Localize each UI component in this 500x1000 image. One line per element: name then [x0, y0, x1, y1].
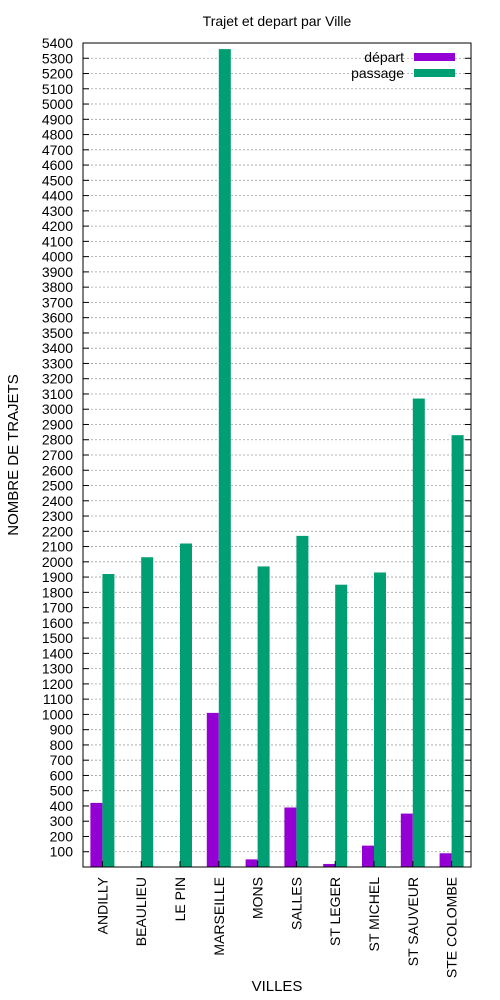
legend-swatch [414, 53, 455, 61]
y-tick-label: 3600 [42, 310, 73, 326]
y-tick-label: 200 [50, 828, 74, 844]
y-tick-label: 3500 [42, 325, 73, 341]
x-tick-label: MONS [250, 877, 266, 919]
y-tick-label: 1300 [42, 661, 73, 677]
legend-label: passage [351, 65, 404, 81]
y-tick-label: 100 [50, 844, 74, 860]
y-tick-label: 2300 [42, 508, 73, 524]
y-tick-label: 4000 [42, 249, 73, 265]
y-tick-label: 4800 [42, 127, 73, 143]
bar-depart [400, 813, 413, 867]
y-tick-label: 4300 [42, 203, 73, 219]
bar-depart [206, 712, 219, 867]
y-tick-label: 1200 [42, 676, 73, 692]
bar-depart [362, 845, 374, 867]
y-tick-label: 1000 [42, 706, 73, 722]
y-tick-label: 900 [50, 722, 74, 738]
y-tick-label: 3100 [42, 386, 73, 402]
y-tick-label: 2100 [42, 539, 73, 555]
chart-title: Trajet et depart par Ville [203, 13, 352, 29]
x-axis-ticks: ANDILLY BEAULIEU LE PIN MARSEILLE MONS SALLES… [94, 861, 460, 978]
plot-frame [82, 42, 472, 868]
y-tick-label: 5200 [42, 66, 73, 82]
bar-passage [102, 574, 115, 867]
y-tick-label: 2200 [42, 523, 73, 539]
bar-passage [218, 49, 231, 868]
bar-passage [180, 543, 192, 867]
grid-lines [83, 42, 471, 853]
x-axis-title: VILLES [252, 978, 303, 995]
legend-swatch [414, 69, 455, 77]
bar-depart [245, 859, 258, 867]
y-tick-label: 4100 [42, 233, 73, 249]
y-tick-label: 5400 [42, 35, 73, 51]
y-axis-ticks: 1002003004005006007008009001000110012001… [42, 35, 471, 860]
x-tick-label: SALLES [288, 877, 304, 930]
x-tick-label: ST LEGER [327, 877, 343, 946]
y-tick-label: 2400 [42, 493, 73, 509]
y-tick-label: 1700 [42, 600, 73, 616]
y-tick-label: 2700 [42, 447, 73, 463]
y-tick-label: 5300 [42, 50, 73, 66]
y-tick-label: 4400 [42, 188, 73, 204]
bar-depart [284, 807, 297, 867]
x-tick-label: ST SAUVEUR [405, 877, 421, 966]
y-axis-title: NOMBRE DE TRAJETS [5, 374, 22, 535]
y-tick-label: 500 [50, 783, 74, 799]
bar-passage [451, 435, 464, 867]
legend-label: départ [364, 49, 404, 65]
bar-passage [257, 566, 270, 867]
bars [90, 49, 464, 868]
bar-depart [90, 802, 103, 867]
y-tick-label: 3900 [42, 264, 73, 280]
y-tick-label: 2900 [42, 416, 73, 432]
y-tick-label: 1400 [42, 645, 73, 661]
y-tick-label: 600 [50, 767, 74, 783]
bar-passage [335, 584, 348, 867]
y-tick-label: 4500 [42, 172, 73, 188]
y-tick-label: 3000 [42, 401, 73, 417]
y-tick-label: 800 [50, 737, 74, 753]
y-tick-label: 4900 [42, 111, 73, 127]
y-tick-label: 3300 [42, 355, 73, 371]
y-tick-label: 2600 [42, 462, 73, 478]
y-tick-label: 2800 [42, 432, 73, 448]
y-tick-label: 4200 [42, 218, 73, 234]
x-tick-label: STE COLOMBE [444, 877, 460, 978]
y-tick-label: 4700 [42, 142, 73, 158]
x-tick-label: LE PIN [172, 877, 188, 921]
bar-depart [439, 853, 452, 867]
y-tick-label: 1900 [42, 569, 73, 585]
y-tick-label: 1800 [42, 584, 73, 600]
y-tick-label: 5000 [42, 96, 73, 112]
y-tick-label: 3400 [42, 340, 73, 356]
y-tick-label: 2000 [42, 554, 73, 570]
y-tick-label: 400 [50, 798, 74, 814]
bar-depart [323, 863, 336, 867]
x-tick-label: ST MICHEL [366, 877, 382, 952]
y-tick-label: 3200 [42, 371, 73, 387]
y-tick-label: 1600 [42, 615, 73, 631]
y-tick-label: 2500 [42, 478, 73, 494]
bar-passage [296, 535, 309, 867]
y-tick-label: 5100 [42, 81, 73, 97]
y-tick-label: 3700 [42, 294, 73, 310]
y-tick-label: 4600 [42, 157, 73, 173]
y-tick-label: 3800 [42, 279, 73, 295]
bar-passage [412, 398, 425, 867]
x-tick-label: BEAULIEU [133, 877, 149, 946]
y-tick-label: 1100 [43, 691, 73, 707]
bar-passage [141, 557, 154, 867]
x-tick-label: ANDILLY [94, 876, 110, 934]
y-tick-label: 700 [50, 752, 74, 768]
x-tick-label: MARSEILLE [211, 877, 227, 956]
y-tick-label: 300 [50, 813, 74, 829]
bar-passage [374, 572, 386, 867]
y-tick-label: 1500 [42, 630, 73, 646]
